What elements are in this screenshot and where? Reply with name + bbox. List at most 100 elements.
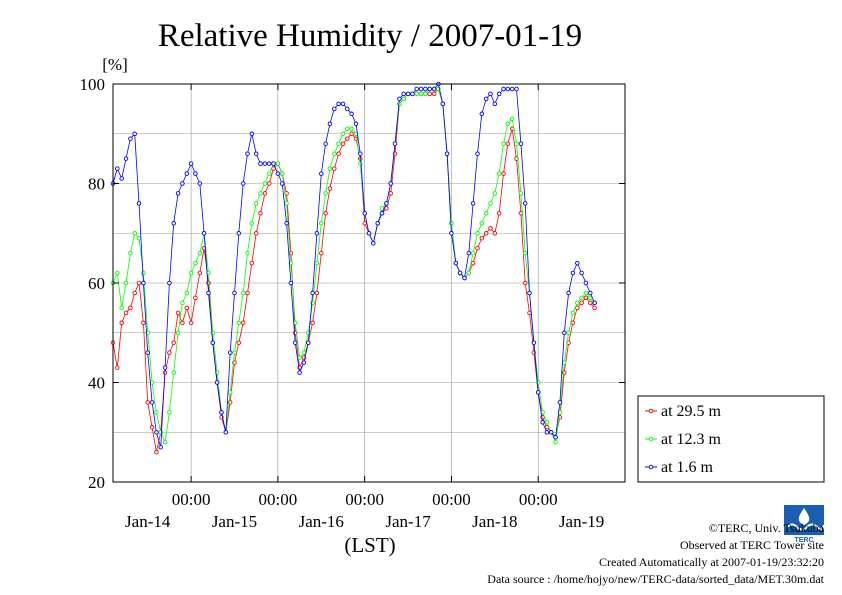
data-point bbox=[418, 86, 424, 92]
legend-label: at 29.5 m bbox=[661, 403, 722, 420]
data-point bbox=[588, 300, 593, 306]
series-at-1-6-m bbox=[110, 81, 597, 450]
data-point bbox=[514, 141, 519, 146]
data-point bbox=[262, 191, 268, 196]
data-point bbox=[145, 400, 150, 405]
data-point bbox=[583, 280, 589, 286]
data-point bbox=[171, 340, 176, 345]
data-point bbox=[553, 439, 558, 445]
data-point bbox=[362, 211, 367, 216]
data-point bbox=[475, 151, 480, 156]
data-point bbox=[562, 360, 567, 365]
y-axis-unit: [%] bbox=[102, 55, 127, 74]
data-point bbox=[570, 320, 576, 326]
data-point bbox=[115, 270, 120, 276]
legend-item: at 29.5 m bbox=[645, 403, 722, 420]
data-point bbox=[245, 151, 250, 156]
data-point bbox=[349, 131, 354, 137]
data-point bbox=[301, 360, 307, 365]
data-point bbox=[158, 444, 163, 450]
data-point bbox=[149, 425, 155, 430]
data-point bbox=[253, 151, 259, 156]
data-point bbox=[266, 161, 272, 166]
data-point bbox=[210, 340, 216, 345]
data-point bbox=[414, 91, 419, 97]
y-tick-label: 80 bbox=[88, 175, 105, 194]
data-point bbox=[123, 280, 129, 286]
y-tick-label: 60 bbox=[88, 274, 105, 293]
data-point bbox=[119, 320, 124, 326]
data-point bbox=[258, 191, 263, 196]
data-point bbox=[414, 86, 419, 92]
data-point bbox=[245, 250, 250, 256]
data-point bbox=[310, 290, 315, 296]
data-point bbox=[557, 400, 563, 405]
data-point bbox=[488, 201, 493, 206]
x-date-label: Jan-17 bbox=[385, 512, 431, 531]
data-point bbox=[423, 86, 428, 92]
data-point bbox=[501, 171, 506, 176]
data-point bbox=[392, 141, 398, 146]
data-point bbox=[297, 370, 302, 375]
data-point bbox=[345, 106, 350, 112]
data-point bbox=[197, 181, 203, 186]
data-point bbox=[266, 181, 272, 186]
data-point bbox=[262, 181, 268, 186]
data-point bbox=[405, 91, 411, 97]
data-point bbox=[453, 260, 459, 266]
data-point bbox=[197, 250, 203, 256]
data-point bbox=[423, 91, 428, 97]
data-point bbox=[193, 260, 198, 266]
data-point bbox=[349, 126, 354, 132]
x-tick-label: 00:00 bbox=[432, 490, 471, 509]
data-point bbox=[505, 121, 511, 127]
data-point bbox=[253, 201, 259, 206]
data-point bbox=[522, 201, 528, 206]
data-point bbox=[188, 270, 194, 276]
data-point bbox=[141, 280, 146, 286]
data-point bbox=[488, 226, 493, 231]
data-point bbox=[535, 390, 541, 395]
data-point bbox=[562, 330, 567, 336]
data-point bbox=[345, 136, 350, 141]
data-point bbox=[262, 161, 268, 166]
data-point bbox=[201, 231, 207, 236]
x-date-label: Jan-19 bbox=[559, 512, 604, 531]
data-point bbox=[371, 240, 376, 246]
data-point bbox=[479, 235, 485, 241]
data-point bbox=[466, 270, 472, 276]
legend-label: at 12.3 m bbox=[661, 431, 722, 448]
data-point bbox=[249, 131, 255, 137]
data-point bbox=[284, 221, 289, 226]
data-point bbox=[509, 86, 515, 92]
series-group bbox=[110, 81, 597, 455]
data-point bbox=[227, 350, 233, 355]
data-point bbox=[522, 250, 528, 256]
legend-marker bbox=[648, 436, 654, 442]
data-point bbox=[319, 221, 324, 226]
data-point bbox=[236, 320, 242, 326]
data-point bbox=[466, 250, 472, 256]
data-point bbox=[358, 151, 363, 156]
data-point bbox=[336, 141, 341, 146]
data-point bbox=[483, 96, 489, 102]
data-point bbox=[245, 290, 250, 296]
data-point bbox=[444, 151, 450, 156]
data-point bbox=[206, 290, 211, 296]
logo-text: TERC bbox=[794, 537, 813, 544]
data-point bbox=[240, 320, 246, 326]
x-date-label: Jan-18 bbox=[472, 512, 517, 531]
data-point bbox=[288, 250, 294, 256]
data-point bbox=[327, 186, 333, 191]
data-point bbox=[145, 350, 150, 355]
legend-marker bbox=[648, 464, 654, 470]
data-point bbox=[214, 380, 220, 385]
x-date-label: Jan-16 bbox=[299, 512, 344, 531]
data-point bbox=[258, 211, 263, 216]
data-point bbox=[132, 131, 137, 137]
y-tick-label: 20 bbox=[88, 473, 105, 492]
data-point bbox=[544, 430, 550, 435]
data-point bbox=[509, 116, 515, 122]
data-point bbox=[180, 181, 185, 186]
data-point bbox=[162, 439, 168, 445]
